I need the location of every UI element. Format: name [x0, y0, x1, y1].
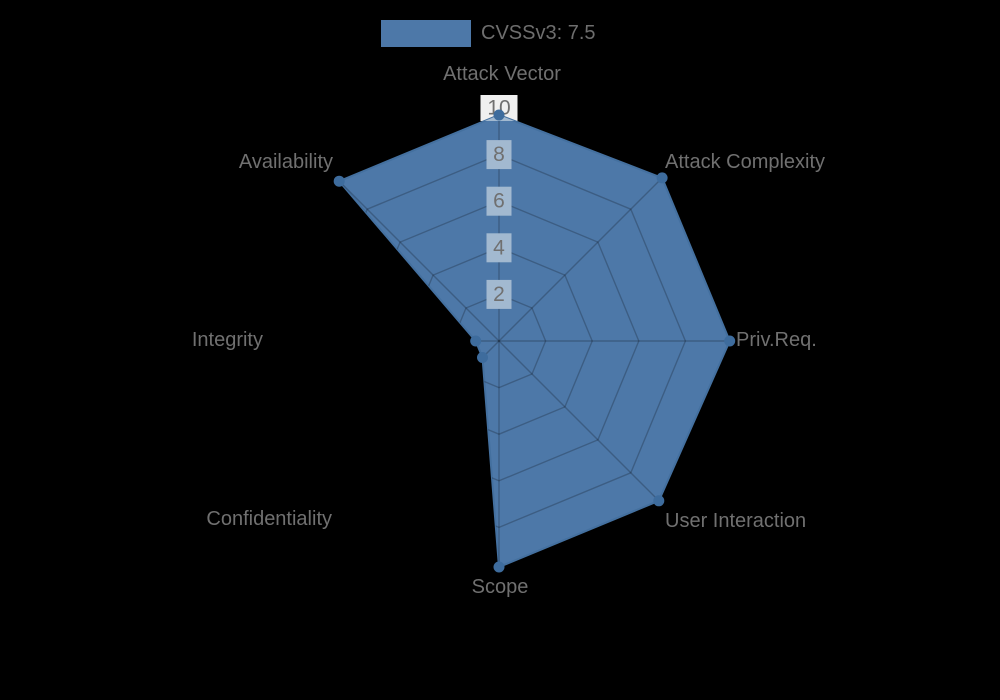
axis-label-attack-complexity: Attack Complexity: [665, 151, 825, 173]
radar-point[interactable]: [653, 495, 665, 507]
radial-tick-labels: 2 4 6 8 10: [487, 97, 510, 306]
radar-point[interactable]: [493, 109, 505, 121]
radial-tick-label: 2: [493, 283, 505, 306]
axis-label-confidentiality: Confidentiality: [206, 508, 332, 530]
radar-point[interactable]: [477, 352, 488, 363]
radar-point[interactable]: [470, 335, 482, 347]
axis-label-scope: Scope: [472, 576, 529, 598]
radar-point[interactable]: [493, 561, 505, 573]
radar-point[interactable]: [333, 175, 345, 187]
axis-label-priv-req: Priv.Req.: [736, 329, 817, 351]
radar-point[interactable]: [656, 172, 668, 184]
radial-tick-label: 10: [487, 97, 510, 120]
axis-label-attack-vector: Attack Vector: [443, 63, 561, 85]
axis-labels: Attack Vector Attack Complexity Priv.Req. U…: [192, 63, 825, 598]
axis-label-user-interaction: User Interaction: [665, 510, 806, 532]
radial-tick-label: 4: [493, 236, 505, 259]
radar-point[interactable]: [724, 335, 736, 347]
radar-points: [333, 109, 736, 573]
axis-label-integrity: Integrity: [192, 329, 263, 351]
axis-label-availability: Availability: [239, 151, 333, 173]
legend-swatch: [381, 20, 471, 47]
radial-tick-label: 6: [493, 190, 505, 213]
legend-label: CVSSv3: 7.5: [481, 22, 596, 44]
legend[interactable]: CVSSv3: 7.5: [381, 20, 596, 47]
radial-tick-label: 8: [493, 143, 505, 166]
